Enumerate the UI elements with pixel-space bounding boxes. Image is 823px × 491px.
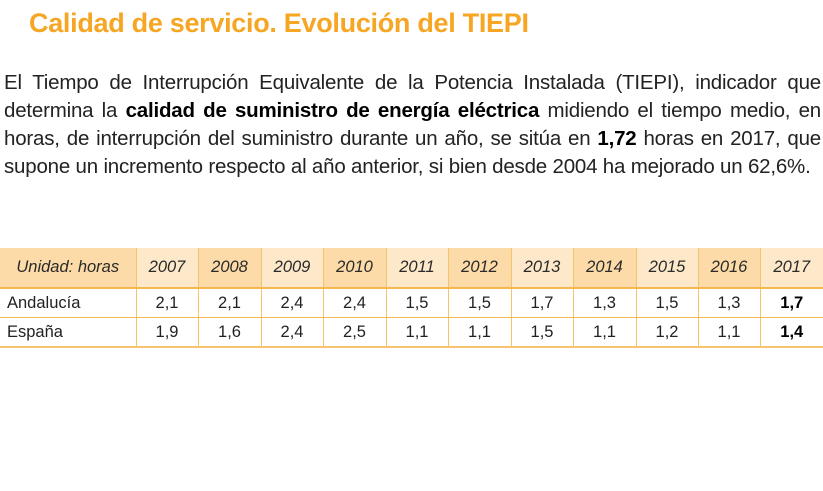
table-row: España 1,9 1,6 2,4 2,5 1,1 1,1 1,5 1,1 1… [0, 317, 823, 348]
table-row: Andalucía 2,1 2,1 2,4 2,4 1,5 1,5 1,7 1,… [0, 288, 823, 318]
row-label: España [0, 317, 137, 348]
paragraph-bold-2: 1,72 [597, 127, 637, 150]
year-header: 2016 [698, 248, 761, 289]
unit-label-header: Unidad: horas [0, 248, 137, 289]
table-cell: 2,4 [261, 317, 324, 348]
year-header: 2009 [261, 248, 324, 289]
row-label: Andalucía [0, 288, 137, 318]
table-cell: 2,4 [323, 288, 387, 318]
year-header: 2007 [136, 248, 199, 289]
year-header: 2011 [386, 248, 449, 289]
year-header: 2013 [511, 248, 574, 289]
page-title: Calidad de servicio. Evolución del TIEPI [29, 8, 529, 38]
description-paragraph: El Tiempo de Interrupción Equivalente de… [4, 69, 821, 181]
table-cell-latest: 1,7 [760, 288, 823, 318]
tiepi-table: Unidad: horas 2007 2008 2009 2010 2011 2… [0, 248, 823, 348]
year-header: 2010 [323, 248, 387, 289]
table-cell: 1,5 [636, 288, 699, 318]
year-header: 2012 [448, 248, 512, 289]
paragraph-text-1: El Tiempo de Interrupción Equivalente de… [4, 71, 821, 122]
paragraph-bold-1: calidad de suministro de energía eléctri… [125, 99, 540, 122]
paragraph-text-2: midiendo el tiempo medio, en horas, de i… [4, 99, 822, 150]
year-header: 2014 [573, 248, 637, 289]
table-cell: 1,1 [698, 317, 761, 348]
table-cell: 2,1 [136, 288, 199, 318]
table-cell-latest: 1,4 [760, 317, 823, 348]
table-cell: 1,5 [448, 288, 512, 318]
table-cell: 2,4 [261, 288, 324, 318]
table-cell: 1,7 [511, 288, 574, 318]
table-header-row: Unidad: horas 2007 2008 2009 2010 2011 2… [0, 248, 823, 289]
table-cell: 1,1 [448, 317, 512, 348]
year-header: 2008 [198, 248, 262, 289]
table-cell: 1,6 [198, 317, 262, 348]
table-cell: 1,5 [386, 288, 449, 318]
table-cell: 1,9 [136, 317, 199, 348]
table-cell: 2,1 [198, 288, 262, 318]
table-cell: 1,1 [386, 317, 449, 348]
year-header: 2015 [636, 248, 699, 289]
table-cell: 1,1 [573, 317, 637, 348]
year-header: 2017 [760, 248, 823, 289]
table-cell: 1,2 [636, 317, 699, 348]
table-cell: 1,3 [698, 288, 761, 318]
table-cell: 1,5 [511, 317, 574, 348]
table-cell: 2,5 [323, 317, 387, 348]
table-cell: 1,3 [573, 288, 637, 318]
paragraph-text-3: horas en 2017, que supone un incremento … [4, 127, 821, 178]
